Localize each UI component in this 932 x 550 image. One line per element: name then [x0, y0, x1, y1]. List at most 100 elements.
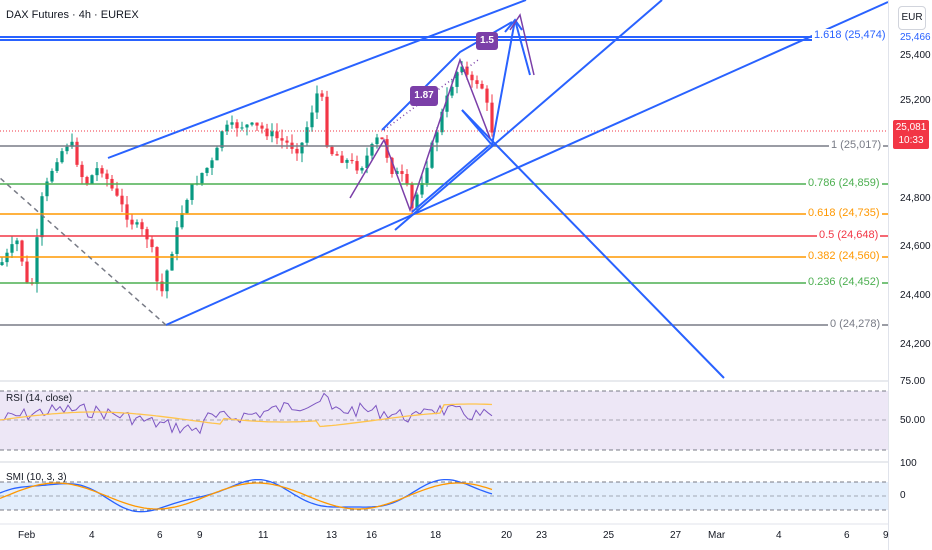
projection-path	[461, 19, 531, 148]
candle-body	[250, 122, 254, 125]
candle-body	[395, 171, 399, 175]
candle-body	[275, 131, 279, 139]
date-label: 20	[501, 530, 513, 541]
candle-body	[130, 219, 134, 225]
candle-body	[420, 183, 424, 195]
smi-tick: 100	[900, 458, 917, 469]
candle-body	[40, 196, 44, 238]
date-label: 11	[258, 530, 269, 541]
price-tick: 24,400	[900, 290, 931, 301]
candle-body	[445, 95, 449, 112]
ratio-badge-a[interactable]: 1.87	[410, 86, 438, 106]
date-label: Mar	[708, 530, 726, 541]
smi-tick: 0	[900, 490, 906, 501]
candle-body	[55, 162, 59, 171]
candle-body	[370, 144, 374, 156]
date-label: Feb	[18, 530, 36, 541]
candle-body	[480, 83, 484, 89]
candle-body	[205, 167, 209, 173]
candle-body	[95, 168, 99, 176]
candle-body	[380, 137, 384, 140]
chart-title[interactable]: DAX Futures · 4h · EUREX	[6, 9, 139, 21]
date-label: 9	[883, 530, 889, 541]
candle-body	[175, 227, 179, 254]
candle-body	[415, 194, 419, 209]
candle-body	[210, 160, 214, 168]
rsi-title[interactable]: RSI (14, close)	[6, 393, 73, 404]
candle-body	[225, 124, 229, 132]
candle-body	[10, 244, 14, 253]
candle-body	[115, 188, 119, 196]
fib-label-0382: 0.382 (24,560)	[806, 250, 882, 262]
candle-body	[245, 124, 249, 128]
candle-body	[25, 261, 29, 283]
price-axis[interactable]	[888, 0, 932, 550]
smi-title[interactable]: SMI (10, 3, 3)	[6, 472, 67, 483]
lower-channel-line	[165, 1, 889, 326]
rsi-ma-line	[0, 403, 493, 428]
rsi-tick: 75.00	[900, 376, 926, 387]
candle-body	[490, 102, 494, 133]
candle-body	[70, 141, 74, 147]
candle-body	[440, 111, 444, 133]
candle-body	[145, 229, 149, 240]
candle-body	[400, 171, 404, 174]
candle-body	[120, 195, 124, 205]
candle-body	[85, 177, 89, 184]
abcd-pattern	[349, 13, 535, 213]
candle-body	[190, 184, 194, 200]
candle-body	[220, 131, 224, 148]
candle-body	[255, 122, 259, 126]
dashed-fan-line	[0, 177, 167, 326]
abcd-target	[509, 13, 535, 76]
candle-body	[285, 140, 289, 143]
fib-label-0618: 0.618 (24,735)	[806, 207, 882, 219]
candle-body	[20, 240, 24, 262]
candle-body	[0, 262, 4, 265]
projection-arrowhead	[504, 18, 523, 33]
candle-body	[170, 253, 174, 271]
price-tick: 24,800	[900, 193, 931, 204]
candle-body	[300, 142, 304, 154]
date-label: 4	[776, 530, 782, 541]
candle-body	[325, 96, 329, 147]
current-price-tag: 25,081 10:33	[893, 120, 929, 149]
candle-body	[140, 222, 144, 230]
candle-body	[475, 80, 479, 84]
candle-body	[375, 137, 379, 145]
candle-body	[165, 270, 169, 292]
candle-body	[295, 148, 299, 154]
swing-line	[381, 21, 513, 131]
candle-body	[365, 155, 369, 169]
price-tick: 24,600	[900, 241, 931, 252]
date-label: 16	[366, 530, 378, 541]
inner-rising-line	[394, 0, 663, 231]
candle-body	[405, 173, 409, 184]
candle-body	[65, 146, 69, 152]
candle-body	[350, 159, 354, 162]
candle-body	[60, 151, 64, 163]
fib-label-1618: 1.618 (25,474)	[812, 29, 888, 41]
candle-body	[180, 213, 184, 228]
candle-body	[335, 154, 339, 156]
candle-body	[470, 74, 474, 81]
candle-body	[320, 93, 324, 97]
ratio-badge-b[interactable]: 1.5	[476, 32, 498, 50]
candle-body	[235, 122, 239, 129]
date-label: 6	[157, 530, 163, 541]
date-label: 4	[89, 530, 95, 541]
abcd-projection	[349, 57, 491, 213]
fib-label-0: 0 (24,278)	[828, 318, 883, 330]
support-line	[411, 144, 491, 213]
candle-body	[360, 168, 364, 171]
date-label: 23	[536, 530, 548, 541]
candle-body	[260, 125, 264, 129]
currency-selector[interactable]: EUR	[898, 6, 926, 30]
candle-body	[265, 128, 269, 137]
candle-body	[425, 167, 429, 184]
trendlines	[0, 0, 889, 379]
candle-body	[435, 132, 439, 143]
candle-body	[485, 88, 489, 103]
price-tick: 25,200	[900, 95, 931, 106]
